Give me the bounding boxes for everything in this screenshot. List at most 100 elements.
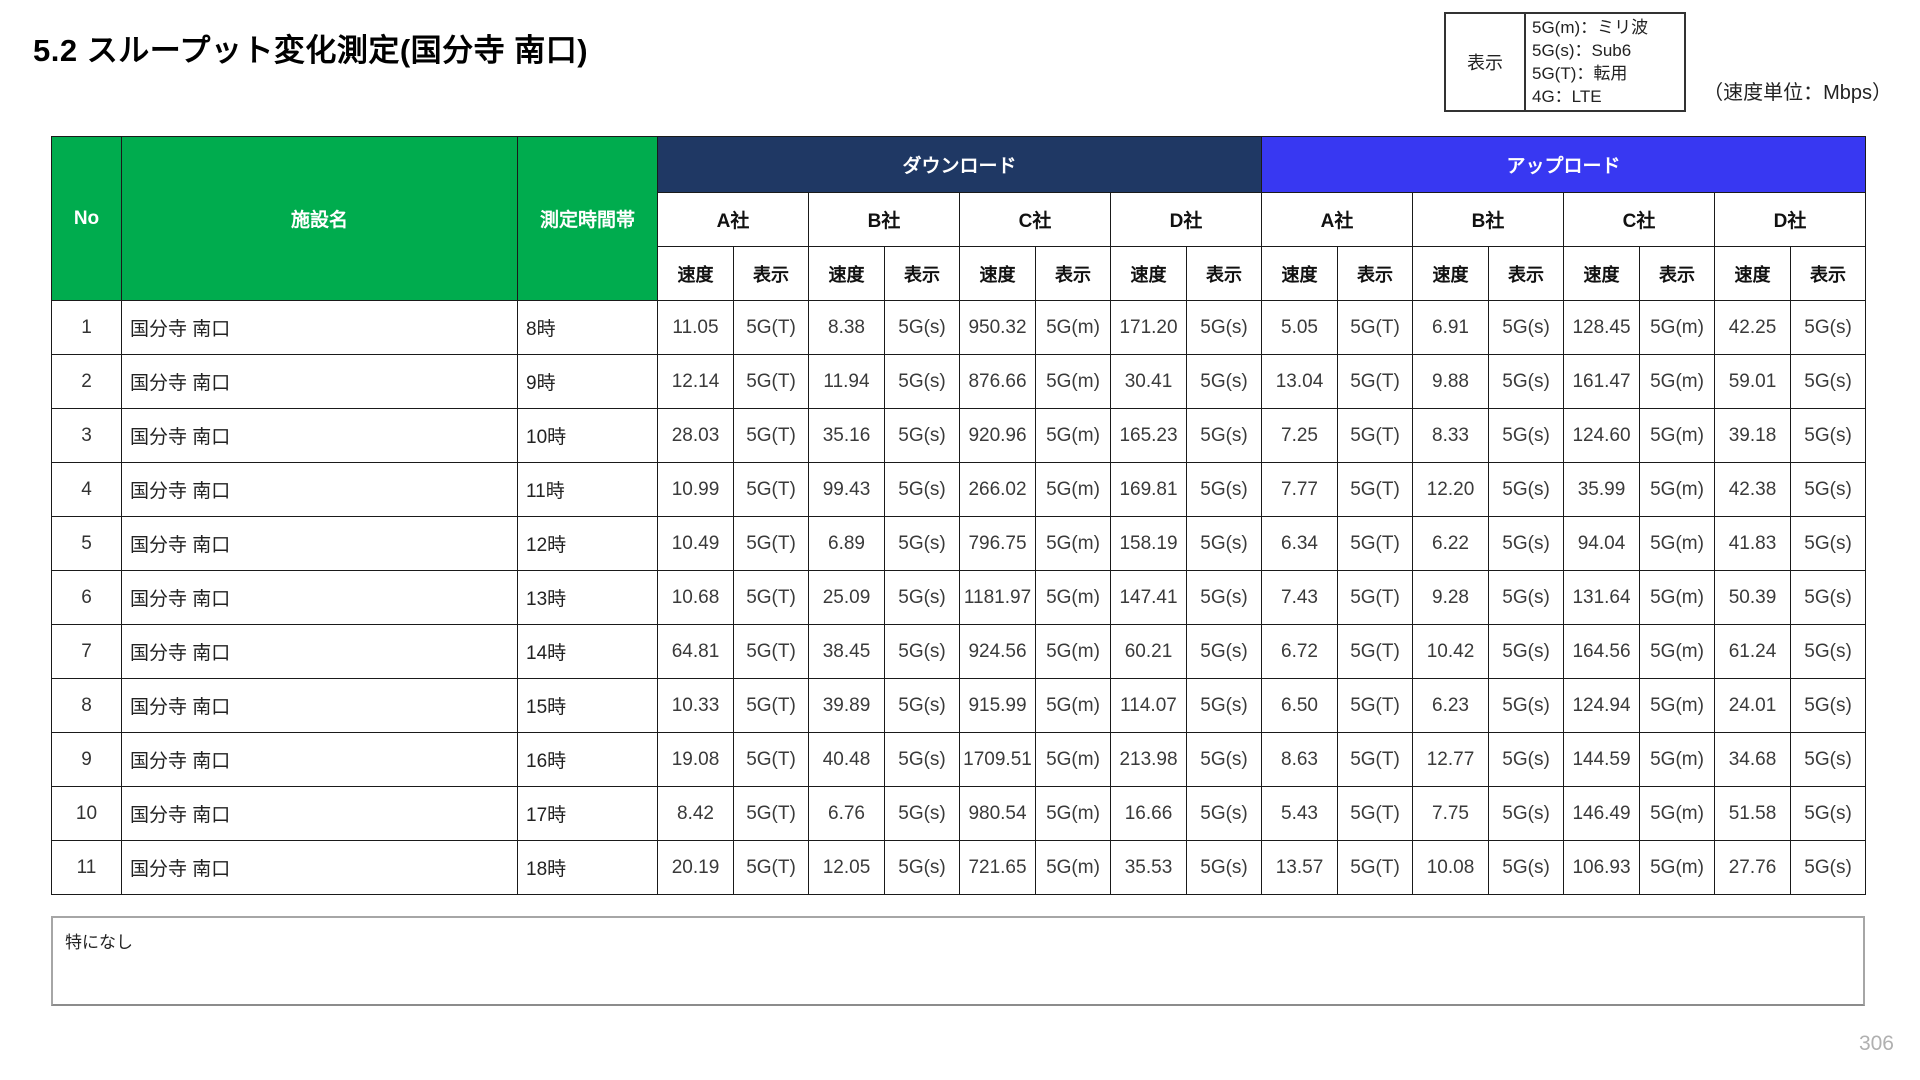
cell-speed: 10.42: [1412, 624, 1490, 679]
cell-disp: 5G(s): [884, 354, 960, 409]
cell-speed: 40.48: [808, 732, 885, 787]
cell-disp: 5G(T): [733, 516, 809, 571]
cell-disp: 5G(s): [884, 408, 960, 463]
cell-disp: 5G(T): [733, 300, 809, 355]
cell-disp: 5G(s): [1185, 732, 1263, 787]
cell-disp: 5G(s): [1185, 840, 1263, 895]
cell-disp: 5G(T): [1337, 732, 1414, 787]
cell-facility: 国分寺 南口: [121, 678, 518, 733]
cell-disp: 5G(s): [1488, 354, 1565, 409]
cell-disp: 5G(s): [884, 570, 960, 625]
cell-disp: 5G(T): [1337, 516, 1414, 571]
table-row: 4 国分寺 南口 11時 10.99 5G(T) 99.43 5G(s) 266.02 5G(m…: [51, 462, 1867, 517]
cell-speed: 124.94: [1563, 678, 1641, 733]
speed-unit-note: （速度単位：Mbps）: [1703, 82, 1892, 104]
cell-disp: 5G(m): [1035, 786, 1111, 841]
cell-disp: 5G(T): [733, 570, 809, 625]
cell-facility: 国分寺 南口: [121, 516, 518, 571]
cell-speed: 6.76: [808, 786, 885, 841]
cell-speed: 796.75: [959, 516, 1036, 571]
header-disp: 表示: [1337, 246, 1414, 301]
cell-disp: 5G(s): [1488, 462, 1565, 517]
cell-disp: 5G(s): [1185, 354, 1263, 409]
cell-disp: 5G(m): [1035, 408, 1111, 463]
table-row: 9 国分寺 南口 16時 19.08 5G(T) 40.48 5G(s) 1709.51 5G(…: [51, 732, 1867, 787]
cell-disp: 5G(T): [733, 786, 809, 841]
cell-facility: 国分寺 南口: [121, 732, 518, 787]
cell-disp: 5G(s): [1790, 408, 1867, 463]
table-row: 5 国分寺 南口 12時 10.49 5G(T) 6.89 5G(s) 796.75 5G(m)…: [51, 516, 1867, 571]
cell-disp: 5G(m): [1639, 462, 1716, 517]
cell-disp: 5G(s): [1488, 300, 1565, 355]
cell-disp: 5G(T): [1337, 786, 1414, 841]
cell-speed: 165.23: [1110, 408, 1187, 463]
cell-speed: 6.50: [1261, 678, 1339, 733]
cell-disp: 5G(T): [733, 624, 809, 679]
cell-time: 10時: [517, 408, 658, 463]
header-upload-company-a: A社: [1261, 192, 1414, 247]
cell-speed: 12.20: [1412, 462, 1490, 517]
cell-no: 10: [51, 786, 122, 841]
cell-disp: 5G(s): [884, 300, 960, 355]
cell-disp: 5G(s): [1185, 408, 1263, 463]
header-download-company-d: D社: [1109, 192, 1263, 247]
cell-facility: 国分寺 南口: [121, 840, 518, 895]
header-time: 測定時間帯: [517, 136, 658, 301]
header-disp: 表示: [1639, 246, 1716, 301]
cell-disp: 5G(T): [733, 678, 809, 733]
legend-line-5gm: 5G(m)：ミリ波: [1532, 18, 1649, 37]
cell-speed: 721.65: [959, 840, 1036, 895]
header-upload-company-d: D社: [1714, 192, 1867, 247]
cell-disp: 5G(s): [1185, 570, 1263, 625]
cell-speed: 920.96: [959, 408, 1036, 463]
cell-no: 1: [51, 300, 122, 355]
table-row: 10 国分寺 南口 17時 8.42 5G(T) 6.76 5G(s) 980.54 5G(m)…: [51, 786, 1867, 841]
cell-time: 17時: [517, 786, 658, 841]
cell-speed: 915.99: [959, 678, 1036, 733]
cell-speed: 146.49: [1563, 786, 1641, 841]
cell-speed: 39.18: [1714, 408, 1792, 463]
cell-speed: 6.91: [1412, 300, 1490, 355]
cell-time: 13時: [517, 570, 658, 625]
display-legend-box: 表示 5G(m)：ミリ波 5G(s)：Sub6 5G(T)：転用 4G：LTE: [1444, 12, 1686, 112]
cell-speed: 12.05: [808, 840, 885, 895]
page-title: 5.2 スループット変化測定(国分寺 南口): [33, 33, 589, 68]
header-download-company-b: B社: [808, 192, 960, 247]
cell-speed: 51.58: [1714, 786, 1792, 841]
header-speed: 速度: [1261, 246, 1339, 301]
cell-no: 6: [51, 570, 122, 625]
cell-speed: 30.41: [1110, 354, 1187, 409]
cell-no: 3: [51, 408, 122, 463]
cell-no: 2: [51, 354, 122, 409]
cell-speed: 8.33: [1412, 408, 1490, 463]
cell-disp: 5G(s): [1185, 462, 1263, 517]
cell-disp: 5G(s): [1790, 570, 1867, 625]
cell-speed: 10.33: [657, 678, 734, 733]
cell-speed: 42.25: [1714, 300, 1792, 355]
cell-speed: 16.66: [1110, 786, 1187, 841]
cell-speed: 25.09: [808, 570, 885, 625]
cell-speed: 164.56: [1563, 624, 1641, 679]
cell-speed: 131.64: [1563, 570, 1641, 625]
cell-disp: 5G(m): [1639, 624, 1716, 679]
cell-time: 9時: [517, 354, 658, 409]
cell-disp: 5G(s): [1790, 840, 1867, 895]
header-disp: 表示: [884, 246, 960, 301]
cell-speed: 5.43: [1261, 786, 1339, 841]
cell-disp: 5G(s): [1185, 300, 1263, 355]
cell-disp: 5G(T): [733, 840, 809, 895]
cell-speed: 6.72: [1261, 624, 1339, 679]
header-speed: 速度: [1412, 246, 1490, 301]
cell-time: 15時: [517, 678, 658, 733]
cell-no: 7: [51, 624, 122, 679]
legend-line-5gt: 5G(T)：転用: [1532, 64, 1628, 83]
cell-disp: 5G(s): [1790, 786, 1867, 841]
cell-disp: 5G(T): [1337, 408, 1414, 463]
cell-speed: 144.59: [1563, 732, 1641, 787]
cell-speed: 106.93: [1563, 840, 1641, 895]
cell-disp: 5G(s): [884, 732, 960, 787]
cell-speed: 6.89: [808, 516, 885, 571]
cell-speed: 124.60: [1563, 408, 1641, 463]
cell-disp: 5G(T): [1337, 570, 1414, 625]
header-upload-company-b: B社: [1412, 192, 1565, 247]
